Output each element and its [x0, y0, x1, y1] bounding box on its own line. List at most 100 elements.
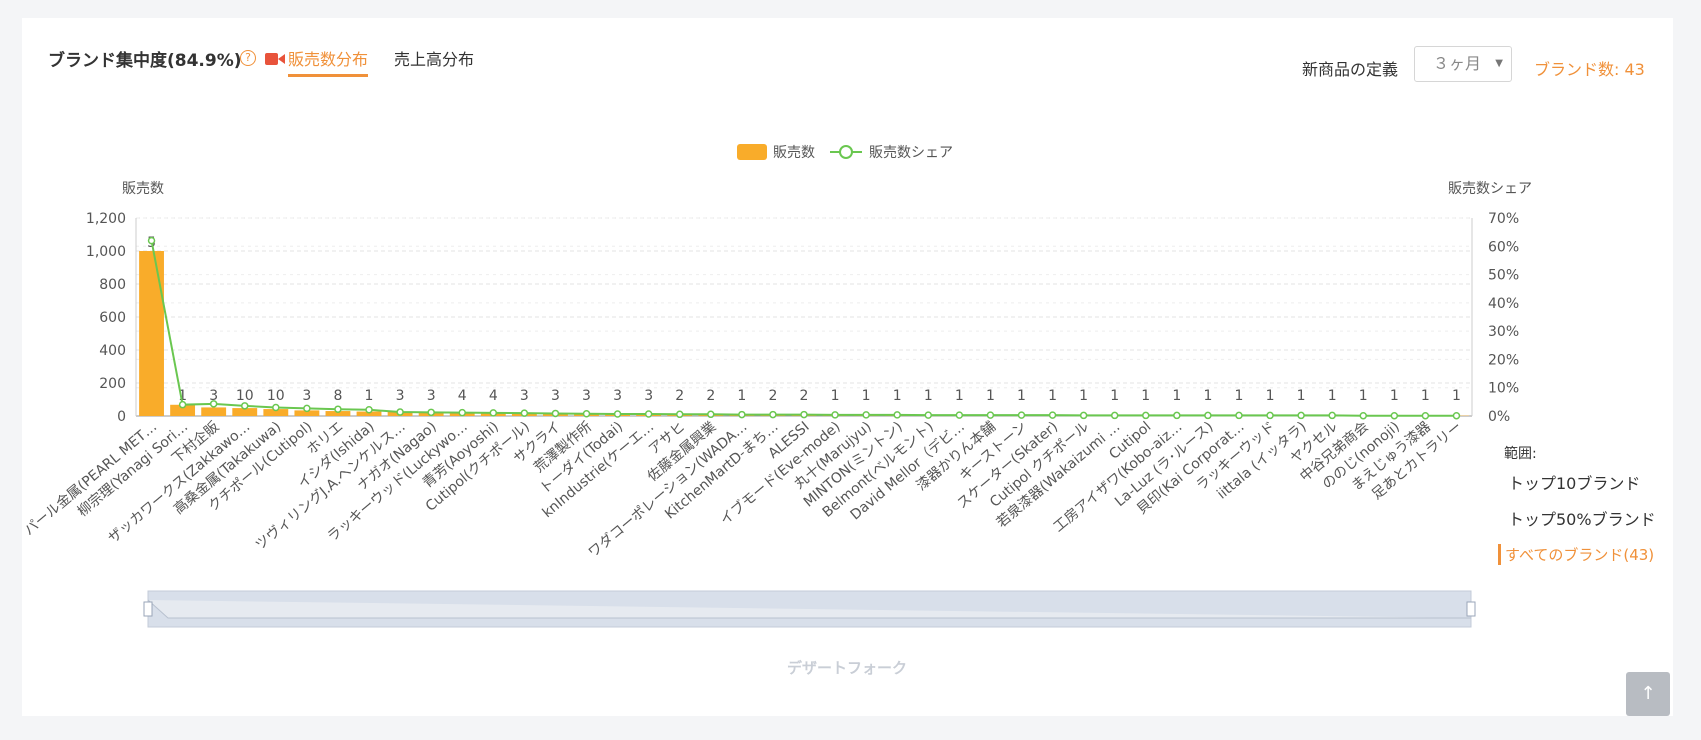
bar-data-label: 1: [1235, 388, 1244, 404]
question-circle-icon[interactable]: ?: [240, 50, 256, 66]
bar-data-label: 1: [1141, 388, 1150, 404]
bar: [294, 410, 320, 416]
chevron-down-icon: ▼: [1495, 58, 1503, 69]
y2-tick-label: 0%: [1488, 409, 1510, 425]
range-top10[interactable]: トップ10ブランド: [1508, 474, 1641, 493]
y-axis: 0 200 400 600 800 1,000 1,200: [86, 211, 137, 425]
y-tick-label: 400: [99, 343, 126, 359]
tab-revenue[interactable]: 売上高分布: [394, 50, 475, 69]
scroll-to-top-button[interactable]: ↑: [1626, 672, 1670, 716]
bar-data-label: 1: [893, 388, 902, 404]
bar-data-label: 1: [1172, 388, 1181, 404]
data-zoom-right-handle[interactable]: [1466, 601, 1476, 617]
y-tick-label: 600: [99, 310, 126, 326]
bar-data-label: 1: [955, 388, 964, 404]
bar-data-label: 1: [862, 388, 871, 404]
share-point: [178, 400, 187, 409]
y-tick-label: 800: [99, 277, 126, 293]
range-all-brands[interactable]: すべてのブランド(43): [1498, 544, 1654, 565]
share-point: [334, 405, 342, 413]
share-point: [893, 411, 901, 419]
share-point: [489, 409, 498, 417]
brand-distribution-chart: 販売数 販売数シェア 販売数 販売数シェア 0 200 400 600 800 1,000…: [22, 144, 1532, 677]
share-point: [675, 410, 684, 419]
bar: [325, 411, 351, 416]
y2-tick-label: 30%: [1488, 324, 1519, 340]
share-point: [707, 410, 715, 419]
bar-data-label: 2: [768, 388, 777, 404]
bar: [201, 407, 227, 416]
share-point: [831, 411, 839, 419]
bar-data-label: 1: [1203, 388, 1212, 404]
bar: [170, 404, 196, 416]
share-point: [1328, 411, 1336, 420]
bar-data-label: 1: [1328, 388, 1337, 404]
bar-data-label: 1: [1390, 388, 1399, 404]
share-point: [1266, 411, 1274, 420]
bar-data-label: 2: [706, 388, 715, 404]
bar-data-label: 1: [1079, 388, 1088, 404]
bar-data-label: 2: [675, 388, 684, 404]
chart-legend[interactable]: 販売数 販売数シェア: [737, 144, 953, 161]
bar-data-label: 3: [582, 388, 591, 404]
share-point: [1421, 411, 1430, 420]
y-tick-label: 1,000: [86, 244, 126, 260]
y2-tick-label: 40%: [1488, 296, 1519, 312]
share-point: [396, 408, 404, 416]
share-point: [240, 402, 249, 410]
video-camera-icon[interactable]: [265, 52, 285, 66]
share-point: [613, 410, 622, 418]
y2-tick-label: 50%: [1488, 268, 1519, 284]
y2-tick-label: 60%: [1488, 239, 1519, 255]
share-point: [1359, 411, 1368, 420]
y2-tick-label: 20%: [1488, 352, 1519, 368]
share-line-series: [147, 236, 1461, 420]
x-axis-labels: パール金属(PEARL MET…柳宗理(Yanagi Sori…下村企販ザッカワ…: [22, 418, 1465, 561]
share-point: [427, 408, 435, 417]
bar-data-label: 3: [209, 388, 218, 404]
y2-tick-label: 70%: [1488, 211, 1519, 227]
bar-data-label: 1: [1452, 388, 1461, 404]
legend-label-sales: 販売数: [773, 145, 815, 161]
share-point: [520, 409, 529, 417]
bar-data-label: 2: [800, 388, 809, 404]
bar: [356, 411, 382, 416]
legend-bar-swatch: [737, 144, 767, 160]
period-select[interactable]: ３ヶ月 ▼: [1414, 46, 1512, 82]
share-point: [303, 404, 311, 413]
bar-data-label: 3: [644, 388, 653, 404]
share-point: [1390, 411, 1399, 420]
share-point: [582, 409, 591, 418]
share-point: [1235, 411, 1243, 420]
bar-data-label: 1: [1048, 388, 1057, 404]
share-point: [1079, 411, 1088, 420]
y-tick-label: 0: [117, 409, 126, 425]
range-top50pct[interactable]: トップ50%ブランド: [1508, 510, 1656, 529]
share-point: [986, 411, 995, 419]
y2-tick-label: 10%: [1488, 381, 1519, 397]
bar-data-label: 1: [1266, 388, 1275, 404]
y-axis-title: 販売数: [122, 181, 164, 197]
bar-data-label: 1: [831, 388, 840, 404]
bar-data-label: 10: [236, 388, 254, 404]
page-title: ブランド集中度(84.9%): [48, 51, 242, 71]
bar-data-label: 1: [178, 388, 187, 404]
data-zoom-slider[interactable]: [143, 590, 1476, 628]
bar-data-label: 3: [302, 388, 311, 404]
share-point: [551, 409, 560, 418]
share-point: [769, 410, 777, 419]
data-zoom-left-handle[interactable]: [143, 601, 153, 617]
bar-data-label: 3: [551, 388, 560, 404]
bar-data-label: 1: [737, 388, 746, 404]
bar-data-label: 1: [1359, 388, 1368, 404]
bar-data-label: 4: [458, 388, 467, 404]
tab-sales-volume[interactable]: 販売数分布: [288, 46, 369, 77]
legend-line-marker: [839, 145, 853, 159]
brand-count: ブランド数: 43: [1534, 60, 1645, 79]
share-point: [1110, 411, 1119, 420]
bar-data-label: 1: [1421, 388, 1430, 404]
share-point: [862, 411, 870, 419]
bar-data-labels: 5131010381334433333221221111111111111111…: [147, 235, 1461, 404]
bar: [232, 408, 258, 416]
share-point: [365, 406, 373, 414]
